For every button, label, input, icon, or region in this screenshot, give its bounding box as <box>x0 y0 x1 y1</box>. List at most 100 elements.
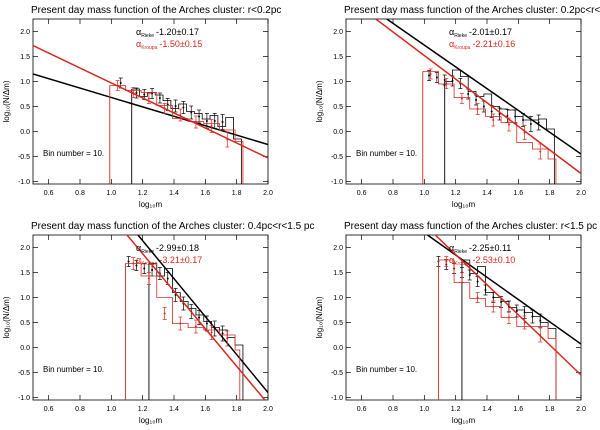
data-point-kroupa <box>523 131 526 134</box>
data-point-rieke <box>198 115 201 118</box>
data-point-kroupa <box>460 276 463 279</box>
x-tick-label: 0.8 <box>75 406 85 413</box>
data-point-rieke <box>221 121 224 123</box>
plot-frame <box>345 18 582 185</box>
data-point-rieke <box>166 277 169 280</box>
x-axis-label: log₁₀m <box>139 416 163 425</box>
x-tick-label: 1.2 <box>138 190 148 197</box>
data-point-kroupa <box>116 84 119 87</box>
data-point-rieke <box>190 111 193 114</box>
alpha-rieke-value: -2.01±0.17 <box>469 27 512 37</box>
data-point-rieke <box>515 310 518 312</box>
data-point-kroupa <box>210 125 213 127</box>
data-point-kroupa <box>194 121 197 123</box>
y-tick-label: -0.5 <box>331 370 343 377</box>
alpha-subscript: Kroupa <box>454 45 470 51</box>
y-tick-label: 2.0 <box>333 245 343 252</box>
y-tick-label: -0.5 <box>331 154 343 161</box>
histogram-rieke <box>461 259 557 400</box>
data-point-rieke <box>428 74 431 77</box>
data-point-kroupa <box>179 322 182 325</box>
data-point-kroupa <box>163 312 166 315</box>
plot-content <box>33 44 268 184</box>
y-tick-label: 0.0 <box>20 345 30 352</box>
chart-title: Present day mass function of the Arches … <box>344 5 600 16</box>
data-point-kroupa <box>476 108 479 110</box>
alpha-subscript: Kroupa <box>454 261 470 267</box>
x-tick-label: 1.4 <box>482 190 492 197</box>
data-point-rieke <box>482 105 485 108</box>
alpha-kroupa-label: αKroupa -2.21±0.16 <box>449 39 515 51</box>
y-tick-label: 1.0 <box>333 79 343 86</box>
y-tick-label: -1.0 <box>18 395 30 402</box>
x-tick-label: 2.0 <box>263 190 273 197</box>
data-point-rieke <box>522 119 525 121</box>
y-tick-label: 1.0 <box>333 295 343 302</box>
alpha-subscript: Rieke <box>454 249 467 255</box>
x-tick-label: 1.8 <box>545 190 555 197</box>
data-point-rieke <box>484 289 487 291</box>
x-tick-label: 1.6 <box>513 190 523 197</box>
plot-content <box>375 19 581 184</box>
bin-number-annotation: Bin number = 10. <box>356 365 417 374</box>
data-point-rieke <box>151 269 154 271</box>
y-tick-label: -1.0 <box>331 179 343 186</box>
data-point-kroupa <box>132 262 135 265</box>
data-point-rieke <box>119 82 122 84</box>
data-point-rieke <box>182 106 185 109</box>
x-axis-label: log₁₀m <box>452 416 476 425</box>
data-point-rieke <box>435 76 438 79</box>
y-tick-label: 0.5 <box>20 104 30 111</box>
data-point-kroupa <box>539 150 542 153</box>
chart-panel-2: Present day mass function of the Arches … <box>315 5 600 209</box>
y-tick-label: 0.0 <box>333 345 343 352</box>
data-point-rieke <box>213 120 216 122</box>
histogram-rieke <box>444 69 555 184</box>
alpha-subscript: Kroupa <box>141 45 157 51</box>
data-point-rieke <box>529 123 532 125</box>
data-point-kroupa <box>460 97 463 100</box>
x-axis-label: log₁₀m <box>452 200 476 209</box>
x-tick-label: 1.8 <box>545 406 555 413</box>
data-point-rieke <box>476 280 479 283</box>
y-tick-label: 0.0 <box>333 129 343 136</box>
x-tick-label: 1.8 <box>232 190 242 197</box>
data-point-rieke <box>135 264 138 267</box>
y-tick-label: 1.0 <box>20 79 30 86</box>
data-point-rieke <box>506 115 509 117</box>
data-point-kroupa <box>147 277 150 280</box>
fit-line-kroupa <box>434 235 581 376</box>
y-tick-label: 0.0 <box>20 129 30 136</box>
alpha-rieke-label: αRieke -2.25±0.11 <box>449 243 511 255</box>
y-axis-label: log₁₀(N/Δm) <box>2 296 11 338</box>
alpha-subscript: Rieke <box>454 33 467 39</box>
data-point-kroupa <box>445 260 448 263</box>
data-point-kroupa <box>147 97 150 100</box>
data-point-kroupa <box>523 321 526 324</box>
fit-line-rieke <box>386 19 581 155</box>
data-point-kroupa <box>492 305 495 308</box>
x-tick-label: 1.4 <box>482 406 492 413</box>
x-tick-label: 0.8 <box>75 190 85 197</box>
data-point-kroupa <box>226 138 229 141</box>
y-tick-label: 0.5 <box>20 320 30 327</box>
data-point-rieke <box>174 105 177 107</box>
x-tick-label: 1.6 <box>513 406 523 413</box>
data-point-kroupa <box>163 107 166 110</box>
alpha-rieke-value: -1.20±0.17 <box>156 27 199 37</box>
x-tick-label: 0.6 <box>44 190 54 197</box>
x-tick-label: 0.6 <box>44 406 54 413</box>
x-tick-label: 0.8 <box>388 190 398 197</box>
data-point-rieke <box>539 319 542 322</box>
x-tick-label: 1.6 <box>200 406 210 413</box>
data-point-rieke <box>490 110 493 113</box>
data-point-rieke <box>492 296 495 299</box>
data-point-kroupa <box>429 73 432 75</box>
alpha-rieke-value: -2.99±0.18 <box>156 243 199 253</box>
data-point-rieke <box>205 322 208 325</box>
data-point-rieke <box>151 92 154 95</box>
data-point-rieke <box>143 267 146 270</box>
plot-content <box>124 235 268 400</box>
x-tick-label: 1.4 <box>169 190 179 197</box>
data-point-kroupa <box>132 91 135 94</box>
